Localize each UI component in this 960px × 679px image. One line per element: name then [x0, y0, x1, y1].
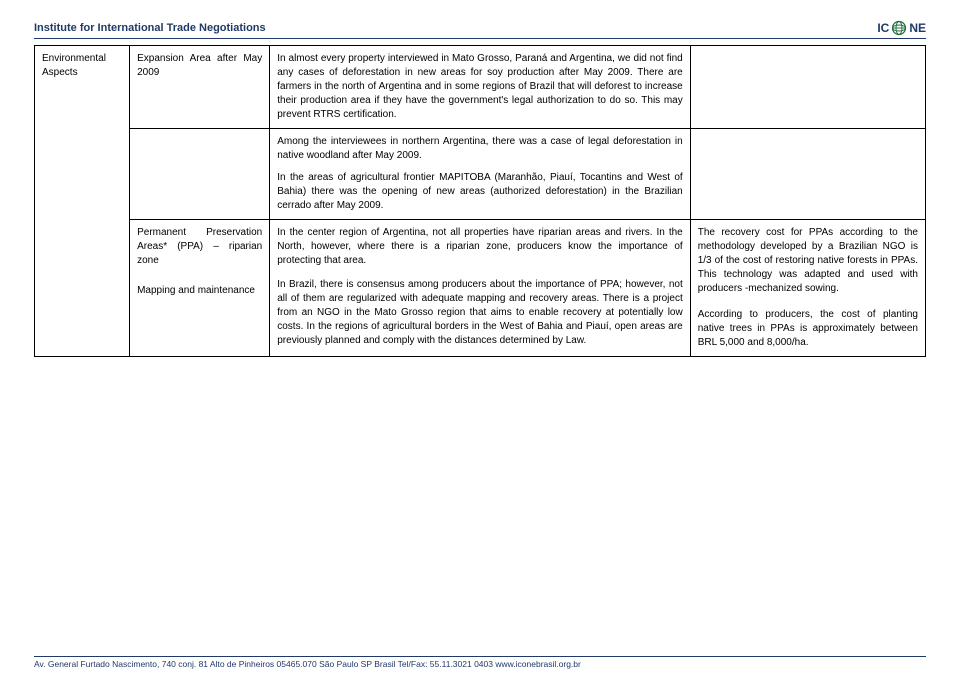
logo-text-left: IC — [877, 21, 889, 35]
label-paragraph: Mapping and maintenance — [137, 284, 262, 298]
row-label-cell: Expansion Area after May 2009 — [130, 46, 270, 129]
row-body-cell: In almost every property interviewed in … — [270, 46, 690, 129]
content-table: Environmental Aspects Expansion Area aft… — [34, 45, 926, 357]
row-body-cell: Among the interviewees in northern Argen… — [270, 129, 690, 220]
table-row: Among the interviewees in northern Argen… — [35, 129, 926, 220]
row-cost-cell — [690, 129, 925, 220]
logo: IC NE — [877, 20, 926, 36]
body-paragraph: In the center region of Argentina, not a… — [277, 226, 682, 268]
body-paragraph: In Brazil, there is consensus among prod… — [277, 278, 682, 348]
row-label-cell — [130, 129, 270, 220]
header-title: Institute for International Trade Negoti… — [34, 22, 266, 34]
cost-paragraph: The recovery cost for PPAs according to … — [698, 226, 918, 296]
row-cost-cell — [690, 46, 925, 129]
page-header: Institute for International Trade Negoti… — [34, 20, 926, 39]
globe-icon — [891, 20, 907, 36]
row-cost-cell: The recovery cost for PPAs according to … — [690, 220, 925, 357]
body-paragraph: In the areas of agricultural frontier MA… — [277, 171, 682, 213]
body-paragraph: Among the interviewees in northern Argen… — [277, 135, 682, 163]
table-row: Environmental Aspects Expansion Area aft… — [35, 46, 926, 129]
table-row: Permanent Preservation Areas* (PPA) – ri… — [35, 220, 926, 357]
category-cell: Environmental Aspects — [35, 46, 130, 357]
logo-text-right: NE — [909, 21, 926, 35]
row-body-cell: In the center region of Argentina, not a… — [270, 220, 690, 357]
row-label-cell: Permanent Preservation Areas* (PPA) – ri… — [130, 220, 270, 357]
label-paragraph: Permanent Preservation Areas* (PPA) – ri… — [137, 226, 262, 268]
page-footer: Av. General Furtado Nascimento, 740 conj… — [34, 656, 926, 669]
cost-paragraph: According to producers, the cost of plan… — [698, 308, 918, 350]
